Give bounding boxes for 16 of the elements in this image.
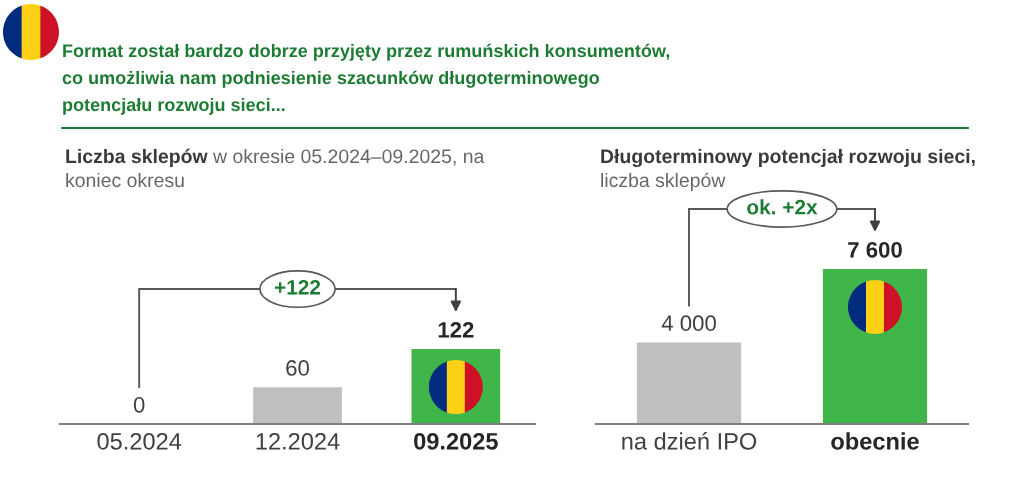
chart-subtitle: liczba sklepów bbox=[601, 172, 726, 192]
chart-title: Długoterminowy potencjał rozwoju sieci, bbox=[601, 148, 975, 168]
x-tick-label: 05.2024 bbox=[97, 432, 182, 450]
data-label: 4 000 bbox=[661, 315, 716, 332]
data-label: 0 bbox=[133, 396, 145, 413]
x-tick-label: obecnie bbox=[831, 432, 919, 450]
text: ok. +2x bbox=[747, 199, 818, 215]
text: Format został bardzo dobrze przyjęty przez rumuńskich konsumentów, co umożliwia nam podniesienie szacunków długoterminowego potencjału rozwoju sieci... bbox=[62, 43, 670, 115]
x-tick-label: 12.2024 bbox=[256, 432, 340, 450]
chart-title: Liczba sklepów bbox=[66, 148, 208, 168]
x-tick-label: na dzień IPO bbox=[622, 432, 757, 450]
text: +122 bbox=[274, 279, 321, 295]
data-label: 122 bbox=[438, 322, 474, 338]
data-label: 7 600 bbox=[848, 241, 902, 258]
data-label: 60 bbox=[286, 360, 309, 376]
x-tick-label: 09.2025 bbox=[414, 432, 498, 450]
